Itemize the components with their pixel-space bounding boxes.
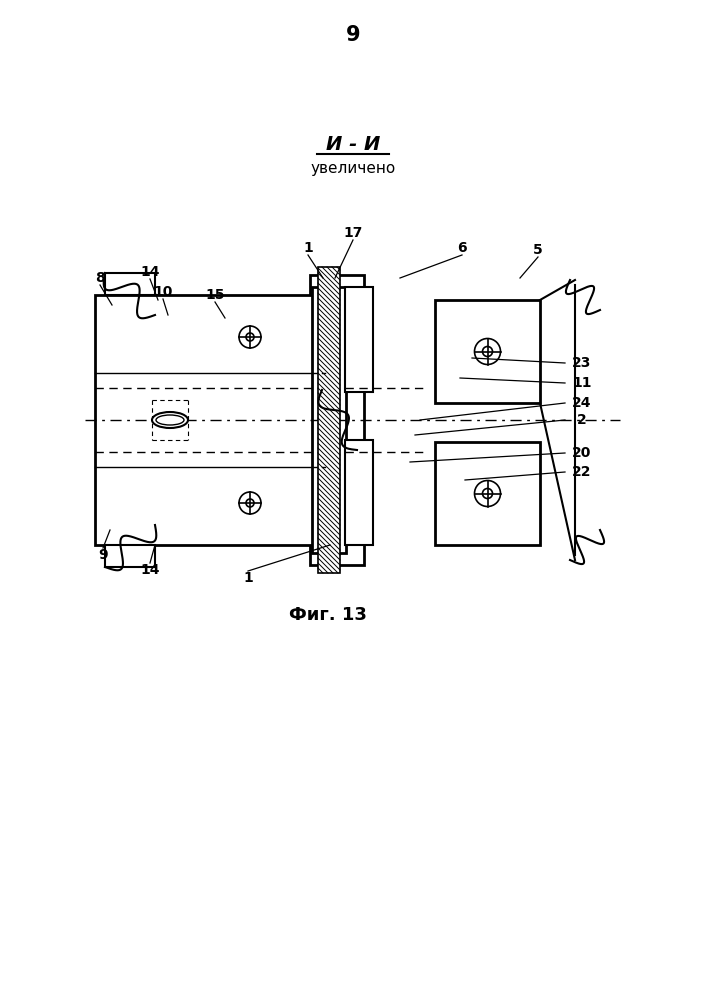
Text: И - И: И - И [326, 135, 380, 154]
Text: 2: 2 [577, 413, 587, 427]
Ellipse shape [152, 412, 188, 428]
Bar [345, 287, 373, 392]
Bar [310, 275, 364, 565]
Text: 9: 9 [98, 548, 107, 562]
Bar [105, 545, 155, 567]
Ellipse shape [156, 415, 184, 425]
Text: 14: 14 [140, 563, 160, 577]
Text: 10: 10 [153, 285, 173, 299]
Bar [312, 287, 346, 553]
Text: 1: 1 [303, 241, 313, 255]
Text: Фиг. 13: Фиг. 13 [289, 606, 367, 624]
Text: 6: 6 [457, 241, 467, 255]
Text: 14: 14 [140, 265, 160, 279]
Bar [435, 300, 540, 403]
Bar [318, 267, 340, 573]
Text: 1: 1 [243, 571, 253, 585]
Bar [105, 273, 155, 295]
Text: 15: 15 [205, 288, 225, 302]
Bar [345, 440, 373, 545]
Text: 9: 9 [346, 25, 361, 45]
Text: увеличено: увеличено [310, 161, 396, 176]
Text: 17: 17 [344, 226, 363, 240]
Text: 24: 24 [572, 396, 592, 410]
Bar [435, 442, 540, 545]
Bar [95, 295, 325, 545]
Text: 22: 22 [572, 465, 592, 479]
Text: 23: 23 [572, 356, 592, 370]
Text: 5: 5 [533, 243, 543, 257]
Text: 11: 11 [572, 376, 592, 390]
Text: 20: 20 [572, 446, 592, 460]
Text: 8: 8 [95, 271, 105, 285]
